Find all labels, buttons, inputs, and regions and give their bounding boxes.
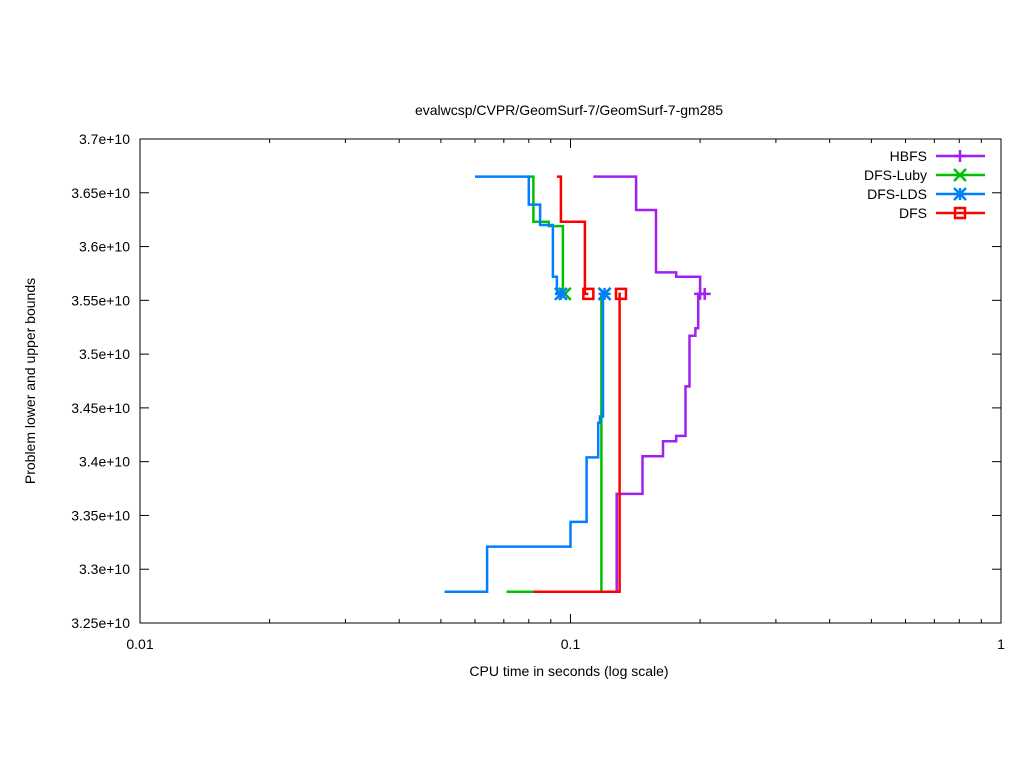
series-point-upper [582,287,595,301]
y-tick-label: 3.5e+10 [79,346,130,362]
legend-label: DFS [899,205,927,221]
series-line-lower [533,292,621,594]
chart-title: evalwcsp/CVPR/GeomSurf-7/GeomSurf-7-gm28… [415,102,723,118]
y-tick-label: 3.55e+10 [71,292,130,308]
series-point-lower [698,287,711,300]
legend-label: DFS-Luby [864,167,927,183]
series-line-upper [475,175,561,296]
y-tick-label: 3.4e+10 [79,454,130,470]
y-tick-label: 3.6e+10 [79,239,130,255]
y-tick-label: 3.3e+10 [79,561,130,577]
y-tick-label: 3.35e+10 [71,507,130,523]
legend-item-dfs-lds: DFS-LDS [867,186,985,202]
series-dfs-lds [444,175,612,594]
y-tick-label: 3.7e+10 [79,131,130,147]
series-point-upper [554,286,568,301]
legend: HBFS DFS-Luby DFS-LDS DFS [864,148,985,221]
y-axis-label: Problem lower and upper bounds [22,278,38,484]
series-line-lower [609,292,705,594]
y-tick-label: 3.45e+10 [71,400,130,416]
series-point-lower [614,287,628,301]
y-tick-label: 3.65e+10 [71,185,130,201]
legend-label: DFS-LDS [867,186,927,202]
legend-label: HBFS [890,148,927,164]
series-hbfs [593,175,711,594]
series-dfs [533,175,628,594]
legend-marker [954,150,966,162]
x-tick-label: 1 [997,636,1005,652]
plot-area: 3.25e+10 3.3e+10 3.35e+10 3.4e+10 3.45e+10 3.… [71,131,1005,652]
series-line-lower [444,292,605,594]
series-line-upper [593,175,702,294]
x-tick-label: 0.01 [126,636,153,652]
legend-marker [953,168,967,182]
legend-item-dfs: DFS [899,205,985,221]
series-point-lower [597,286,612,301]
x-axis-label: CPU time in seconds (log scale) [469,663,668,679]
series-layer [444,175,711,594]
series-line-upper [556,175,589,296]
legend-item-hbfs: HBFS [890,148,985,164]
legend-item-dfs-luby: DFS-Luby [864,167,985,183]
legend-marker [953,206,967,220]
x-tick-label: 0.1 [561,636,581,652]
legend-marker [953,187,967,201]
y-tick-label: 3.25e+10 [71,615,130,631]
